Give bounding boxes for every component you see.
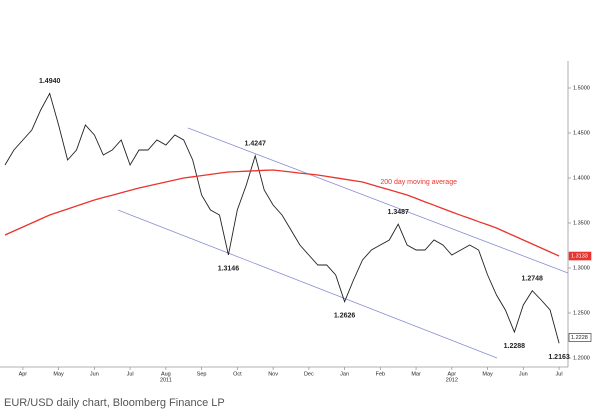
value-label: 1.3146 bbox=[218, 266, 240, 273]
last-badge-label: 1.2228 bbox=[571, 335, 588, 341]
y-tick-label: 1.3500 bbox=[573, 220, 590, 226]
last-badge-label: 1.3133 bbox=[571, 253, 588, 259]
x-tick-label: Apr bbox=[448, 371, 457, 377]
x-tick-label: Jul bbox=[556, 371, 563, 377]
x-tick-label: Aug bbox=[161, 371, 171, 377]
channel-lower bbox=[117, 209, 498, 359]
caption: EUR/USD daily chart, Bloomberg Finance L… bbox=[4, 397, 225, 409]
value-label: 1.2288 bbox=[504, 343, 526, 350]
value-label: 1.2748 bbox=[522, 276, 544, 283]
value-label: 1.2626 bbox=[334, 313, 356, 320]
y-tick-label: 1.4000 bbox=[573, 175, 590, 181]
series-line bbox=[4, 169, 560, 257]
x-tick-label: Jun bbox=[90, 371, 99, 377]
series-line bbox=[4, 92, 560, 344]
x-tick-label: Jan bbox=[340, 371, 349, 377]
value-label: 1.4940 bbox=[39, 78, 61, 85]
y-tick-label: 1.3000 bbox=[573, 265, 590, 271]
x-tick-label: Jul bbox=[127, 371, 134, 377]
year-label: 2012 bbox=[446, 377, 458, 383]
x-tick-label: Mar bbox=[411, 371, 421, 377]
x-tick-label: Jun bbox=[519, 371, 528, 377]
series-label: 200 day moving average bbox=[380, 179, 457, 186]
last-badge bbox=[568, 333, 592, 342]
x-tick-label: Sep bbox=[197, 371, 207, 377]
last-badge bbox=[568, 251, 592, 261]
x-tick-label: Dec bbox=[304, 371, 314, 377]
y-tick-label: 1.2500 bbox=[573, 310, 590, 316]
value-label: 1.4247 bbox=[245, 141, 267, 148]
y-tick-label: 1.5000 bbox=[573, 85, 590, 91]
channel-upper bbox=[187, 127, 569, 274]
x-tick-label: Oct bbox=[233, 371, 242, 377]
value-label: 1.2163 bbox=[548, 354, 570, 361]
x-tick-label: Apr bbox=[19, 371, 28, 377]
x-tick-label: May bbox=[482, 371, 493, 377]
y-tick-label: 1.4500 bbox=[573, 130, 590, 136]
x-tick-label: Nov bbox=[268, 371, 278, 377]
year-label: 2011 bbox=[160, 377, 172, 383]
value-label: 1.3487 bbox=[387, 209, 409, 216]
x-tick-label: Feb bbox=[376, 371, 385, 377]
y-tick-label: 1.2000 bbox=[573, 355, 590, 361]
x-tick-label: May bbox=[53, 371, 64, 377]
